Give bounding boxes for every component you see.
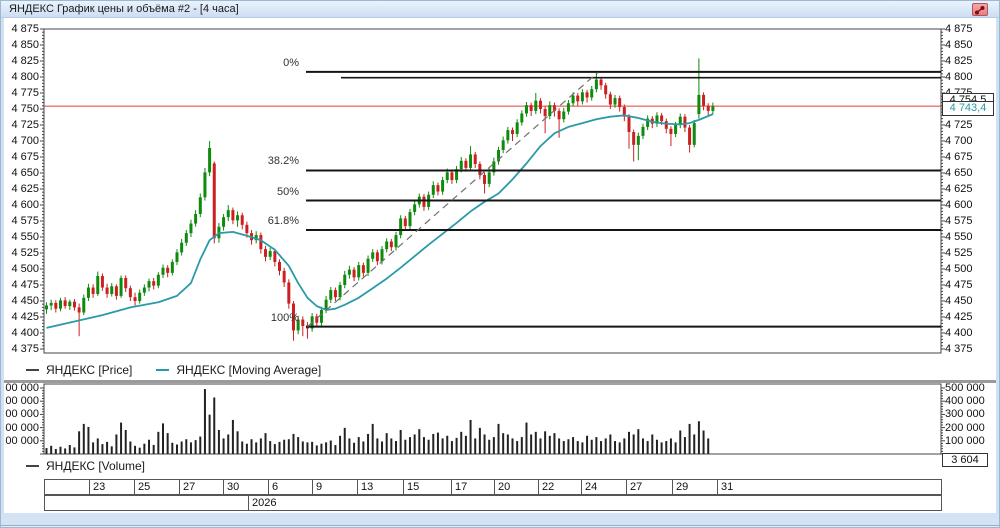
price-axis-label-right: 4 675 [945,151,973,163]
date-cell: 17 [451,479,494,495]
volume-axis-label-left: 00 000 [5,382,39,394]
price-axis-label-right: 4 650 [945,167,973,179]
price-axis-label-right: 4 875 [945,23,973,35]
window-bottom-strip [1,513,999,525]
date-cell: 29 [672,479,717,495]
price-axis-label-left: 4 725 [11,119,39,131]
link-icon [975,6,985,15]
year-cell [44,495,248,511]
date-cell: 31 [717,479,942,495]
price-axis-label-left: 4 875 [11,23,39,35]
price-axis-label-right: 4 400 [945,327,973,339]
fib-level-label: 38.2% [267,155,299,168]
date-cell: 23 [89,479,134,495]
price-axis-label-left: 4 625 [11,183,39,195]
price-axis-label-left: 4 475 [11,279,39,291]
date-cell: 13 [357,479,403,495]
price-axis-label-left: 4 850 [11,39,39,51]
date-cell: 27 [626,479,672,495]
window-bottom-edge [1,526,999,527]
date-cell: 6 [268,479,312,495]
ma-series-dash-icon [156,369,170,371]
price-axis-label-right: 4 600 [945,199,973,211]
titlebar[interactable]: ЯНДЕКС График цены и объёма #2 - [4 часа… [1,1,999,18]
price-axis-label-right: 4 825 [945,55,973,67]
fib-level-label: 50% [276,185,299,198]
date-cell: 15 [403,479,451,495]
volume-axis-label-left: 00 000 [5,408,39,421]
price-axis-label-right: 4 450 [945,295,973,307]
price-axis-label-right: 4 725 [945,119,973,131]
price-axis-label-left: 4 450 [11,295,39,307]
volume-series-dash-icon [26,465,39,467]
price-axis-label-left: 4 825 [11,55,39,67]
price-axis-label-right: 4 525 [945,247,973,259]
volume-axis-label-right: 300 000 [945,408,985,421]
price-axis-label-left: 4 400 [11,327,39,339]
volume-axis-label-right: 500 000 [945,382,985,394]
volume-axis-label-left: 00 000 [5,421,39,434]
volume-axis-label-left: 00 000 [5,434,39,447]
date-cell [44,479,89,495]
date-cell: 24 [581,479,626,495]
pane-splitter[interactable] [1,380,999,383]
window-left-edge [1,18,4,513]
price-axis-label-right: 4 625 [945,183,973,195]
window-bottom-line [1,525,999,526]
price-legend-label: ЯНДЕКС [Price] [46,363,133,377]
year-cell: 2026 [248,495,942,511]
price-axis-label-right: 4 575 [945,215,973,227]
price-axis-label-left: 4 500 [11,263,39,275]
volume-legend-label: ЯНДЕКС [Volume] [46,459,146,473]
ma-value-box: 4 743,4 [942,101,994,116]
volume-value-box: 3 604 [942,453,988,467]
date-cell: 9 [312,479,357,495]
link-button[interactable] [972,3,988,16]
price-series-dash-icon [26,369,39,371]
price-axis-label-right: 4 550 [945,231,973,243]
volume-axis-label-left: 00 000 [5,395,39,408]
price-axis-label-left: 4 600 [11,199,39,211]
fib-level-label: 61.8% [267,214,299,227]
fib-level-label: 100% [270,311,299,324]
volume-axis-label-right: 400 000 [945,395,985,408]
window-right-edge [996,18,999,513]
price-legend: ЯНДЕКС [Price] ЯНДЕКС [Moving Average] [26,363,321,377]
date-cell: 22 [538,479,581,495]
date-cell: 20 [494,479,538,495]
price-axis-label-right: 4 475 [945,279,973,291]
price-axis-label-left: 4 525 [11,247,39,259]
price-axis-label-left: 4 575 [11,215,39,227]
price-axis-label-left: 4 800 [11,71,39,83]
price-axis-label-right: 4 800 [945,71,973,83]
price-axis-label-left: 4 550 [11,231,39,243]
price-axis-label-right: 4 700 [945,135,973,147]
fib-level-label: 0% [283,56,299,69]
date-cell: 30 [223,479,268,495]
date-cell: 27 [179,479,223,495]
price-axis-label-right: 4 850 [945,39,973,51]
price-axis-label-left: 4 425 [11,311,39,323]
ma-legend-label: ЯНДЕКС [Moving Average] [176,363,322,377]
volume-axis-label-right: 100 000 [945,434,985,447]
price-axis-label-left: 4 750 [11,103,39,115]
price-axis-label-left: 4 775 [11,87,39,99]
price-axis-label-left: 4 700 [11,135,39,147]
volume-axis-label-right: 200 000 [945,421,985,434]
date-cell: 25 [134,479,179,495]
price-axis-label-left: 4 650 [11,167,39,179]
moving-average-line [46,113,714,329]
price-axis-label-right: 4 500 [945,263,973,275]
volume-legend: ЯНДЕКС [Volume] [26,459,145,473]
price-axis-label-right: 4 375 [945,343,973,355]
price-axis-label-left: 4 675 [11,151,39,163]
price-axis-label-left: 4 375 [11,343,39,355]
price-axis-label-right: 4 425 [945,311,973,323]
window-title: ЯНДЕКС График цены и объёма #2 - [4 часа… [9,3,239,15]
